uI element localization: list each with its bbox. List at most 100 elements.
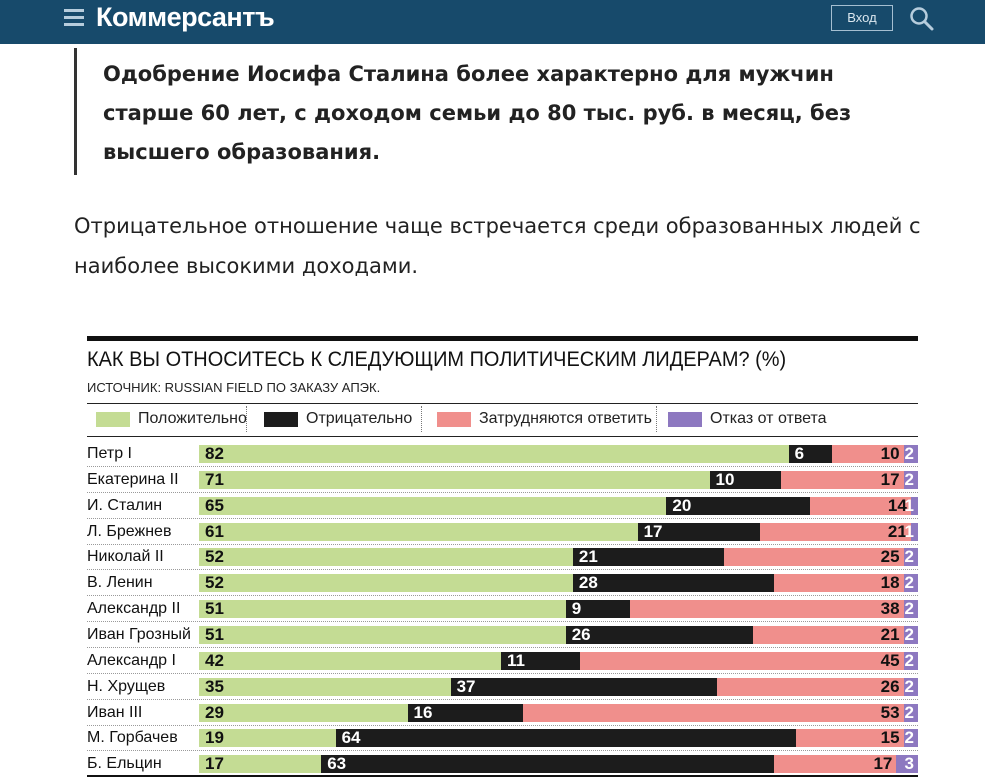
bar-segment-refused [903, 652, 918, 670]
legend-separator [421, 406, 422, 432]
bar-segment-negative [637, 523, 760, 541]
chart-source: ИСТОЧНИК: RUSSIAN FIELD ПО ЗАКАЗУ АПЭК. [87, 380, 381, 395]
bar-segment-positive [199, 445, 789, 463]
bar-value-label: 21 [887, 522, 907, 541]
legend-swatch [668, 411, 702, 427]
bar-value-label: 2 [904, 444, 914, 463]
bar-segment-positive [199, 729, 336, 747]
bar-segment-undecided [580, 652, 904, 670]
login-button[interactable]: Вход [831, 5, 893, 31]
bar-segment-negative [572, 548, 724, 566]
bar-value-label: 51 [205, 625, 224, 644]
bar-value-label: 2 [904, 625, 914, 644]
row-separator [87, 595, 918, 596]
row-label: Б. Ельцин [87, 755, 162, 772]
bar-value-label: 25 [880, 547, 900, 566]
bar-segment-refused [903, 471, 918, 489]
bar-value-label: 63 [327, 754, 347, 773]
bar-value-label: 2 [904, 547, 914, 566]
bar-segment-undecided [522, 704, 904, 722]
bar-segment-positive [199, 652, 501, 670]
bar-value-label: 6 [794, 444, 805, 463]
bar-value-label: 35 [205, 677, 224, 696]
bar-segment-positive [199, 600, 566, 618]
bar-value-label: 26 [571, 625, 591, 644]
row-separator [87, 518, 918, 519]
chart-bottom-rule [87, 775, 918, 777]
row-separator [87, 725, 918, 726]
bar-segment-undecided [831, 445, 904, 463]
bar-segment-positive [199, 471, 710, 489]
bar-segment-refused [896, 755, 918, 773]
bar-segment-positive [199, 497, 667, 515]
bar-value-label: 19 [205, 728, 224, 747]
bar-value-label: 1 [904, 522, 914, 541]
bar-value-label: 2 [904, 573, 914, 592]
row-label: И. Сталин [87, 497, 163, 514]
bar-value-label: 51 [205, 599, 224, 618]
bar-value-label: 1 [904, 496, 914, 515]
row-separator [87, 673, 918, 674]
bar-value-label: 18 [880, 573, 900, 592]
bar-value-label: 10 [715, 470, 735, 489]
bar-value-label: 65 [205, 496, 224, 515]
search-icon[interactable] [909, 6, 935, 32]
bar-segment-negative [666, 497, 811, 515]
row-separator [87, 647, 918, 648]
bar-segment-undecided [774, 755, 897, 773]
legend-positive: Положительно [96, 409, 247, 429]
bar-value-label: 2 [904, 599, 914, 618]
bar-value-label: 2 [904, 651, 914, 670]
bar-value-label: 52 [205, 547, 224, 566]
bar-value-label: 53 [880, 703, 900, 722]
bar-value-label: 9 [571, 599, 582, 618]
bar-segment-positive [199, 626, 566, 644]
legend-label: Отрицательно [306, 410, 413, 427]
article-paragraph: Отрицательное отношение чаще встречается… [74, 214, 921, 278]
bar-segment-undecided [723, 548, 904, 566]
bar-value-label: 29 [205, 703, 224, 722]
hamburger-menu-icon[interactable] [64, 9, 84, 29]
bar-segment-negative [501, 652, 581, 670]
article-lead-quote: Одобрение Иосифа Сталина более характерн… [103, 62, 852, 164]
row-label: Л. Брежнев [87, 523, 172, 540]
bar-segment-refused [903, 704, 918, 722]
row-separator [87, 621, 918, 622]
bar-segment-negative [565, 600, 631, 618]
row-separator [87, 750, 918, 751]
bar-value-label: 26 [880, 677, 900, 696]
bar-segment-refused [903, 729, 918, 747]
bar-value-label: 17 [873, 754, 893, 773]
bar-segment-negative [450, 678, 717, 696]
bar-value-label: 64 [341, 728, 361, 747]
bar-segment-undecided [795, 729, 904, 747]
row-label: Н. Хрущев [87, 678, 166, 695]
bar-value-label: 82 [205, 444, 224, 463]
site-logo[interactable]: Коммерсантъ [96, 2, 275, 32]
bar-segment-negative [565, 626, 753, 644]
chart-title: КАК ВЫ ОТНОСИТЕСЬ К СЛЕДУЮЩИМ ПОЛИТИЧЕСК… [87, 348, 787, 371]
bar-segment-refused [903, 445, 918, 463]
row-separator [87, 544, 918, 545]
row-label: Петр I [87, 445, 132, 462]
bar-value-label: 2 [904, 470, 914, 489]
bar-value-label: 11 [507, 651, 525, 670]
bar-segment-refused [903, 600, 918, 618]
row-label: Иван III [87, 704, 143, 721]
bar-value-label: 38 [880, 599, 900, 618]
bar-value-label: 2 [904, 728, 914, 747]
bar-segment-undecided [774, 574, 904, 592]
chart-top-rule [87, 336, 918, 341]
legend-label: Положительно [138, 410, 247, 427]
bar-value-label: 14 [887, 496, 907, 515]
bar-segment-undecided [630, 600, 904, 618]
row-separator [87, 492, 918, 493]
bar-segment-positive [199, 523, 638, 541]
bar-segment-refused [903, 574, 918, 592]
row-label: В. Ленин [87, 574, 153, 591]
bar-value-label: 16 [413, 703, 433, 722]
bar-value-label: 21 [880, 625, 900, 644]
bar-value-label: 42 [205, 651, 224, 670]
legend-negative: Отрицательно [264, 409, 412, 429]
